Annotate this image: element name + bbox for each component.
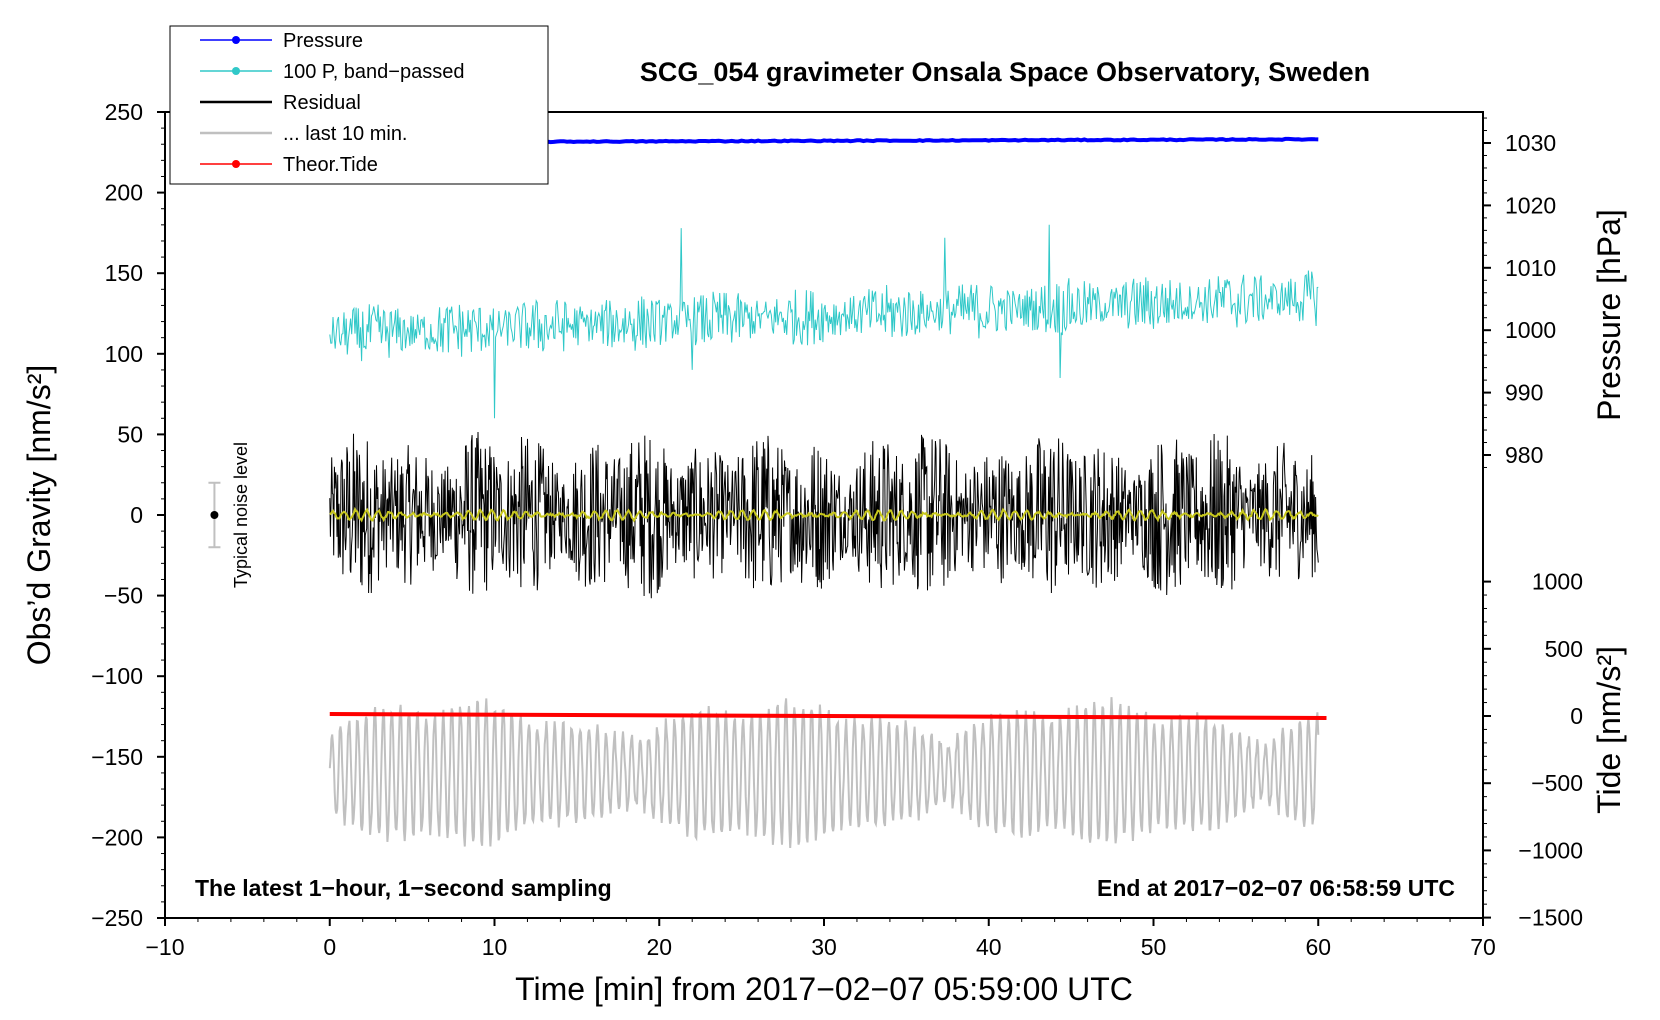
x-tick-label: 20	[646, 934, 672, 960]
series-theor-tide	[329, 711, 1327, 721]
x-axis: −10 0 10 20 30 40 50 60 70	[145, 918, 1496, 960]
y-tick-label: 150	[105, 260, 143, 286]
x-tick-label: 40	[976, 934, 1002, 960]
legend-marker	[232, 36, 240, 44]
tide-tick-label: 1000	[1532, 569, 1583, 595]
x-tick-label: 0	[323, 934, 336, 960]
x-tick-label: 10	[482, 934, 508, 960]
tide-tick-label: −1500	[1518, 905, 1583, 931]
legend-label: Residual	[283, 92, 361, 114]
y-axis-pressure: 1030 1020 1010 1000 990 980	[1483, 117, 1556, 468]
pressure-tick-label: 980	[1505, 442, 1543, 468]
tide-tick-label: −1000	[1518, 837, 1583, 863]
legend: Pressure 100 P, band−passed Residual ... la…	[169, 25, 549, 185]
series-residual	[329, 431, 1319, 599]
y-tick-label: 200	[105, 180, 143, 206]
pressure-tick-label: 1000	[1505, 317, 1556, 343]
y-tick-label: 100	[105, 341, 143, 367]
legend-marker	[232, 67, 240, 75]
pressure-tick-label: 1030	[1505, 130, 1556, 156]
pressure-tick-label: 1010	[1505, 255, 1556, 281]
x-tick-label: 30	[811, 934, 837, 960]
legend-label: ... last 10 min.	[283, 123, 408, 145]
y-axis-pressure-title: Pressure [hPa]	[1591, 209, 1627, 421]
x-tick-label: 70	[1470, 934, 1496, 960]
legend-label: 100 P, band−passed	[283, 61, 464, 83]
y-tick-label: −50	[104, 583, 143, 609]
y-tick-label: 50	[117, 421, 143, 447]
y-axis-left-title: Obs’d Gravity [nm/s²]	[21, 365, 57, 666]
y-tick-label: −100	[91, 663, 143, 689]
y-axis-tide: 1000 500 0 −500 −1000 −1500	[1483, 569, 1583, 931]
chart-title: SCG_054 gravimeter Onsala Space Observat…	[640, 57, 1370, 87]
legend-marker	[232, 160, 240, 168]
series-band-passed	[329, 224, 1319, 419]
x-axis-title: Time [min] from 2017−02−07 05:59:00 UTC	[515, 971, 1133, 1007]
tide-tick-label: 500	[1545, 636, 1583, 662]
y-tick-label: 250	[105, 99, 143, 125]
x-tick-label: 50	[1141, 934, 1167, 960]
y-tick-label: −250	[91, 905, 143, 931]
y-axis-left: 250 200 150 100 50 0 −50 −100 −150 −200 −250	[91, 99, 165, 931]
pressure-tick-label: 1020	[1505, 192, 1556, 218]
x-tick-label: −10	[145, 934, 184, 960]
noise-level-indicator	[208, 481, 221, 549]
tide-tick-label: 0	[1570, 703, 1583, 729]
noise-level-label: Typical noise level	[231, 442, 251, 588]
x-tick-label: 60	[1305, 934, 1331, 960]
pressure-tick-label: 990	[1505, 380, 1543, 406]
y-tick-label: −150	[91, 744, 143, 770]
tide-tick-label: −500	[1531, 770, 1583, 796]
series-last-10-min	[328, 697, 1320, 848]
y-tick-label: −200	[91, 824, 143, 850]
footer-right-annotation: End at 2017−02−07 06:58:59 UTC	[1097, 875, 1455, 901]
legend-label: Theor.Tide	[283, 154, 378, 176]
y-axis-tide-title: Tide [nm/s²]	[1591, 646, 1627, 814]
series-layer	[328, 136, 1327, 848]
noise-center-dot	[210, 511, 219, 519]
legend-label: Pressure	[283, 30, 363, 52]
series-residual-smoothed	[329, 506, 1319, 523]
footer-left-annotation: The latest 1−hour, 1−second sampling	[195, 875, 612, 901]
y-tick-label: 0	[130, 502, 143, 528]
legend-box	[169, 25, 549, 185]
